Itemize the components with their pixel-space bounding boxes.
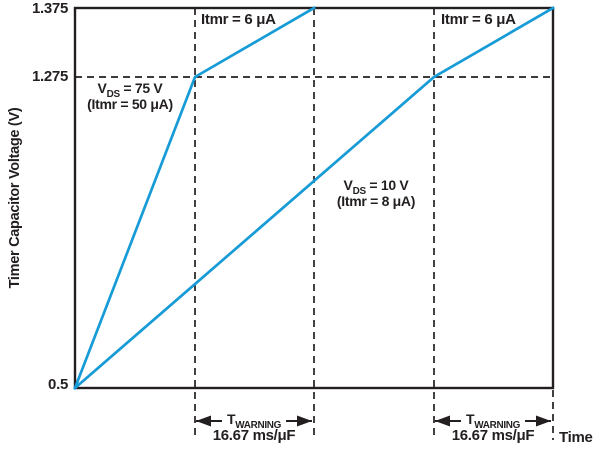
curve-vds-10v xyxy=(73,6,555,390)
curve-label-vds75: VDS = 75 V (Itmr = 50 μA) xyxy=(87,80,173,112)
twarning-value-2: 16.67 ms/μF xyxy=(451,427,535,444)
twarning-label-1: TWARNING xyxy=(226,411,282,431)
y-tick-label-1275: 1.275 xyxy=(31,68,68,85)
curve-label-vds10: VDS = 10 V (Itmr = 8 μA) xyxy=(336,177,416,209)
warning-arrow-left-head xyxy=(435,415,450,427)
y-tick-label-1375: 1.375 xyxy=(31,0,68,17)
warning-arrow-right-head xyxy=(297,415,312,427)
warning-arrow-right-head xyxy=(536,415,551,427)
twarning-value-1: 16.67 ms/μF xyxy=(212,427,296,444)
warning-arrow-left-head xyxy=(196,415,211,427)
curve-vds-75v xyxy=(73,6,316,390)
curve-label-itmr6-left: Itmr = 6 μA xyxy=(201,11,276,28)
y-tick-label-05: 0.5 xyxy=(48,376,68,393)
curve-label-itmr6-right: Itmr = 6 μA xyxy=(441,11,516,28)
plot-border xyxy=(73,6,555,390)
twarning-label-2: TWARNING xyxy=(465,411,521,431)
x-axis-label-time: Time xyxy=(559,429,593,446)
